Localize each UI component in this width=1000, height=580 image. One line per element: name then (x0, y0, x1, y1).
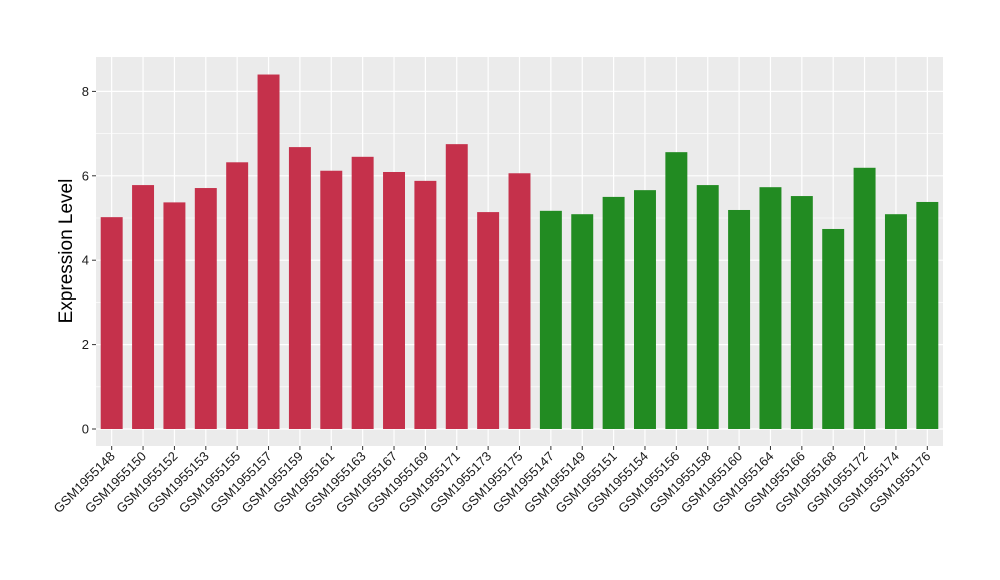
bar-GSM1955151 (602, 196, 625, 429)
bar-GSM1955156 (665, 152, 688, 429)
bar-GSM1955168 (822, 228, 845, 429)
bar-GSM1955157 (257, 74, 280, 430)
bar-GSM1955173 (477, 212, 500, 429)
bar-GSM1955149 (571, 214, 594, 429)
y-tick-label: 6 (82, 168, 89, 183)
bar-GSM1955163 (351, 156, 374, 429)
y-tick-label: 2 (82, 337, 89, 352)
y-axis-ticks: 0 2 4 6 8 (82, 84, 96, 437)
bar-GSM1955169 (414, 180, 437, 429)
y-tick-label: 0 (82, 422, 89, 437)
bar-GSM1955174 (884, 214, 907, 429)
y-axis-title: Expression Level (56, 179, 77, 324)
bar-GSM1955176 (916, 201, 939, 429)
bar-GSM1955154 (634, 190, 656, 429)
bar-GSM1955155 (226, 162, 249, 429)
bar-GSM1955152 (163, 202, 186, 429)
bar-GSM1955159 (288, 147, 311, 429)
x-axis-ticks: GSM1955148GSM1955150GSM1955152GSM1955153… (50, 446, 933, 516)
bar-GSM1955150 (132, 185, 155, 429)
bar-GSM1955171 (445, 144, 468, 429)
bar-GSM1955148 (100, 217, 123, 429)
bar-GSM1955166 (790, 196, 813, 429)
y-tick-label: 4 (82, 253, 89, 268)
y-tick-label: 8 (82, 84, 89, 99)
bars (100, 74, 939, 430)
bar-GSM1955164 (759, 187, 782, 429)
bar-GSM1955158 (696, 185, 719, 429)
bar-GSM1955153 (194, 188, 217, 429)
bar-GSM1955167 (383, 172, 405, 429)
bar-GSM1955147 (539, 210, 562, 429)
bar-GSM1955160 (728, 209, 751, 429)
bar-GSM1955161 (320, 170, 343, 429)
bar-GSM1955172 (853, 167, 876, 430)
bar-GSM1955175 (508, 173, 531, 429)
